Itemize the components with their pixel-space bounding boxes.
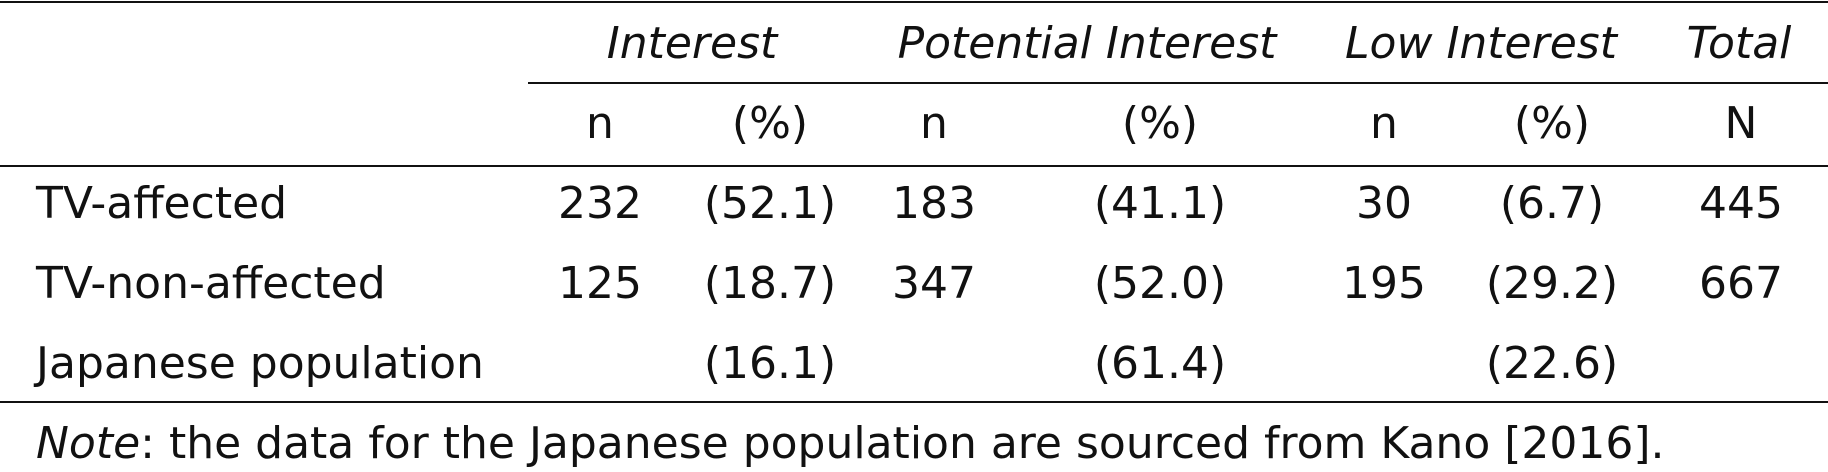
cell-interest-n: 232 [558, 178, 642, 229]
bottom-rule [0, 401, 1828, 403]
cell-total: 667 [1699, 258, 1783, 309]
header-low-interest: Low Interest [1345, 18, 1617, 69]
row-label-tv-non-affected: TV-non-affected [36, 258, 386, 309]
subheader-potential-pct: (%) [1121, 98, 1199, 149]
header-rule [0, 165, 1828, 167]
subheader-interest-n: n [586, 98, 614, 149]
cell-potential-n: 183 [892, 178, 976, 229]
cell-interest-pct: (18.7) [703, 258, 837, 309]
cell-low-pct: (6.7) [1499, 178, 1605, 229]
row-label-japanese-population: Japanese population [36, 338, 484, 389]
cell-potential-pct: (52.0) [1093, 258, 1227, 309]
cell-potential-n: 347 [892, 258, 976, 309]
cell-total: 445 [1699, 178, 1783, 229]
cell-low-pct: (22.6) [1485, 338, 1619, 389]
subheader-low-n: n [1370, 98, 1398, 149]
note-text: : the data for the Japanese population a… [140, 418, 1665, 469]
header-interest: Interest [606, 18, 778, 69]
cell-low-n: 195 [1342, 258, 1426, 309]
table-note: Note: the data for the Japanese populati… [36, 422, 1665, 466]
subheader-total-n: N [1724, 98, 1758, 149]
cell-potential-pct: (61.4) [1093, 338, 1227, 389]
header-total: Total [1686, 18, 1792, 69]
top-rule [0, 1, 1828, 3]
cell-interest-n: 125 [558, 258, 642, 309]
cell-low-n: 30 [1356, 178, 1412, 229]
subheader-interest-pct: (%) [731, 98, 809, 149]
header-potential-interest: Potential Interest [897, 18, 1277, 69]
group-header-rule [528, 82, 1828, 84]
subheader-potential-n: n [920, 98, 948, 149]
cell-potential-pct: (41.1) [1093, 178, 1227, 229]
cell-interest-pct: (16.1) [703, 338, 837, 389]
row-label-tv-affected: TV-affected [36, 178, 288, 229]
cell-low-pct: (29.2) [1485, 258, 1619, 309]
note-label: Note [36, 418, 141, 469]
subheader-low-pct: (%) [1513, 98, 1591, 149]
cell-interest-pct: (52.1) [703, 178, 837, 229]
